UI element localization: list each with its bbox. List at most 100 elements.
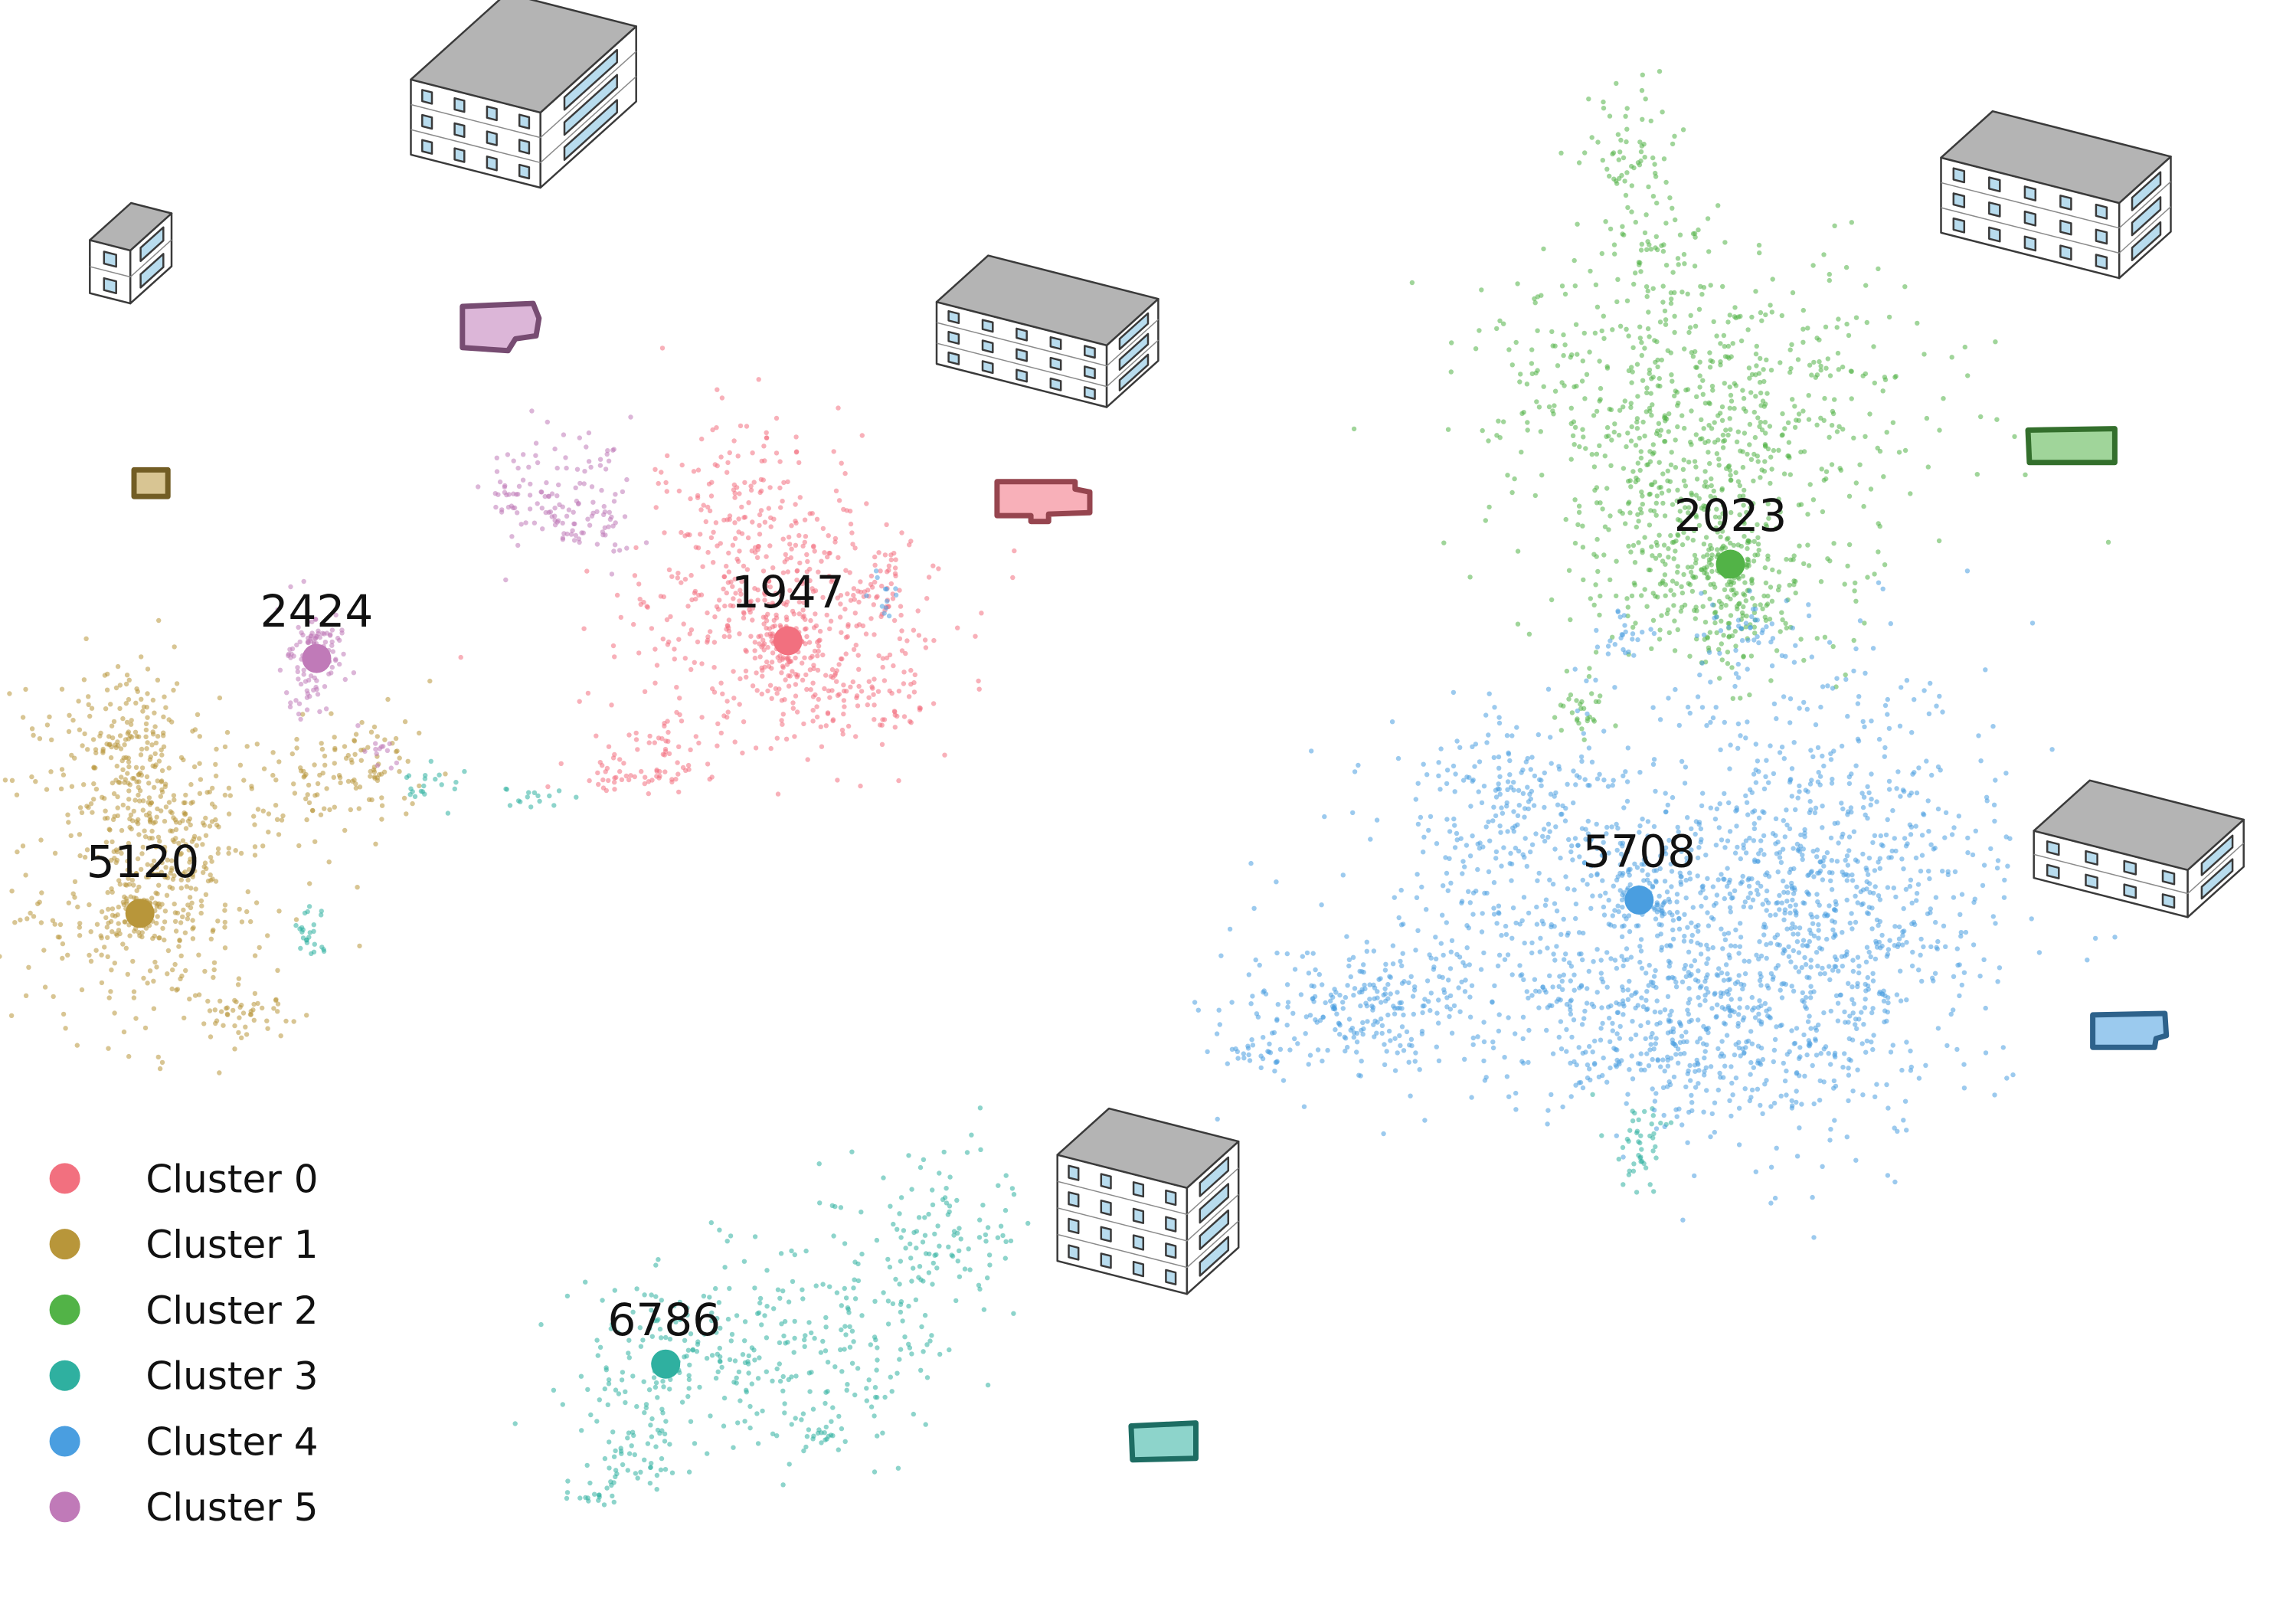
data-point [604,1485,610,1491]
data-point [741,615,747,620]
data-point [1693,493,1699,498]
data-point [1722,895,1727,902]
data-point [322,762,328,768]
data-point [1769,309,1774,315]
data-point [819,558,824,564]
data-point [756,544,761,549]
data-point [1608,407,1614,413]
data-point [1609,437,1614,443]
data-point [1714,333,1719,339]
data-point [48,737,54,742]
data-point [1758,847,1764,853]
data-point [1719,657,1725,663]
data-point [1846,542,1853,548]
data-point [724,563,729,569]
data-point [1699,591,1704,596]
data-point [896,778,901,784]
data-point [855,1278,862,1284]
data-point [261,766,267,771]
data-point [1678,496,1684,502]
data-point [1576,930,1582,935]
data-point [1612,958,1618,963]
data-point [639,768,644,774]
data-point [1880,388,1886,394]
data-point [770,1431,776,1437]
data-point [1793,902,1798,908]
data-point [1579,1022,1585,1027]
data-point [1710,945,1715,951]
data-point [1599,328,1604,334]
data-point [129,718,134,723]
data-point [332,735,337,740]
data-point [1666,958,1672,964]
data-point [786,1299,792,1305]
data-point [930,1202,936,1208]
data-point [319,746,325,752]
data-point [667,1337,673,1342]
data-point [112,1010,117,1016]
data-point [765,644,770,650]
data-point [826,688,832,693]
data-point [70,891,76,896]
data-point [836,1447,842,1452]
data-point [1724,1033,1730,1038]
data-point [1983,1050,1989,1056]
data-point [253,900,260,905]
data-point [880,656,886,661]
data-point [1472,764,1477,769]
data-point [1865,816,1870,821]
data-point [957,1274,963,1279]
data-point [1741,654,1746,660]
data-point [789,1374,794,1380]
data-point [110,839,115,845]
data-point [829,666,836,673]
data-point [418,788,424,794]
data-point [620,1462,626,1468]
data-point [1826,1051,1831,1056]
data-point [1670,578,1676,584]
data-point [1606,922,1611,927]
data-point [757,1355,762,1360]
data-point [752,648,757,653]
data-point [118,746,124,751]
data-point [1633,270,1638,276]
data-point [937,1243,942,1249]
data-point [93,948,99,953]
data-point [1621,913,1627,918]
data-point [1763,580,1769,586]
data-point [1673,217,1678,223]
data-point [1532,493,1539,499]
data-point [1438,941,1444,946]
data-point [1572,424,1578,431]
data-point [1426,827,1431,833]
data-point [182,930,188,935]
data-point [654,774,659,779]
data-point [838,601,843,607]
data-point [659,1406,665,1412]
data-point [648,1465,653,1470]
data-point [1467,853,1473,859]
data-point [1707,630,1713,635]
data-point [1823,1044,1829,1049]
data-point [1424,907,1429,912]
data-point [1797,1054,1803,1059]
data-point [102,945,107,950]
data-point [188,781,194,787]
data-point [893,1276,898,1282]
data-point [1849,810,1854,815]
data-point [1625,613,1630,619]
data-point [1486,438,1491,444]
data-point [1630,469,1636,474]
data-point [732,576,738,582]
data-point [1718,341,1723,346]
data-point [1692,264,1698,269]
data-point [1902,789,1907,794]
data-point [337,774,343,781]
data-point [1774,900,1779,906]
data-point [1779,900,1784,905]
data-point [166,717,172,722]
data-point [1594,304,1601,309]
data-point [1887,938,1892,943]
data-point [1719,417,1725,423]
data-point [159,869,164,875]
